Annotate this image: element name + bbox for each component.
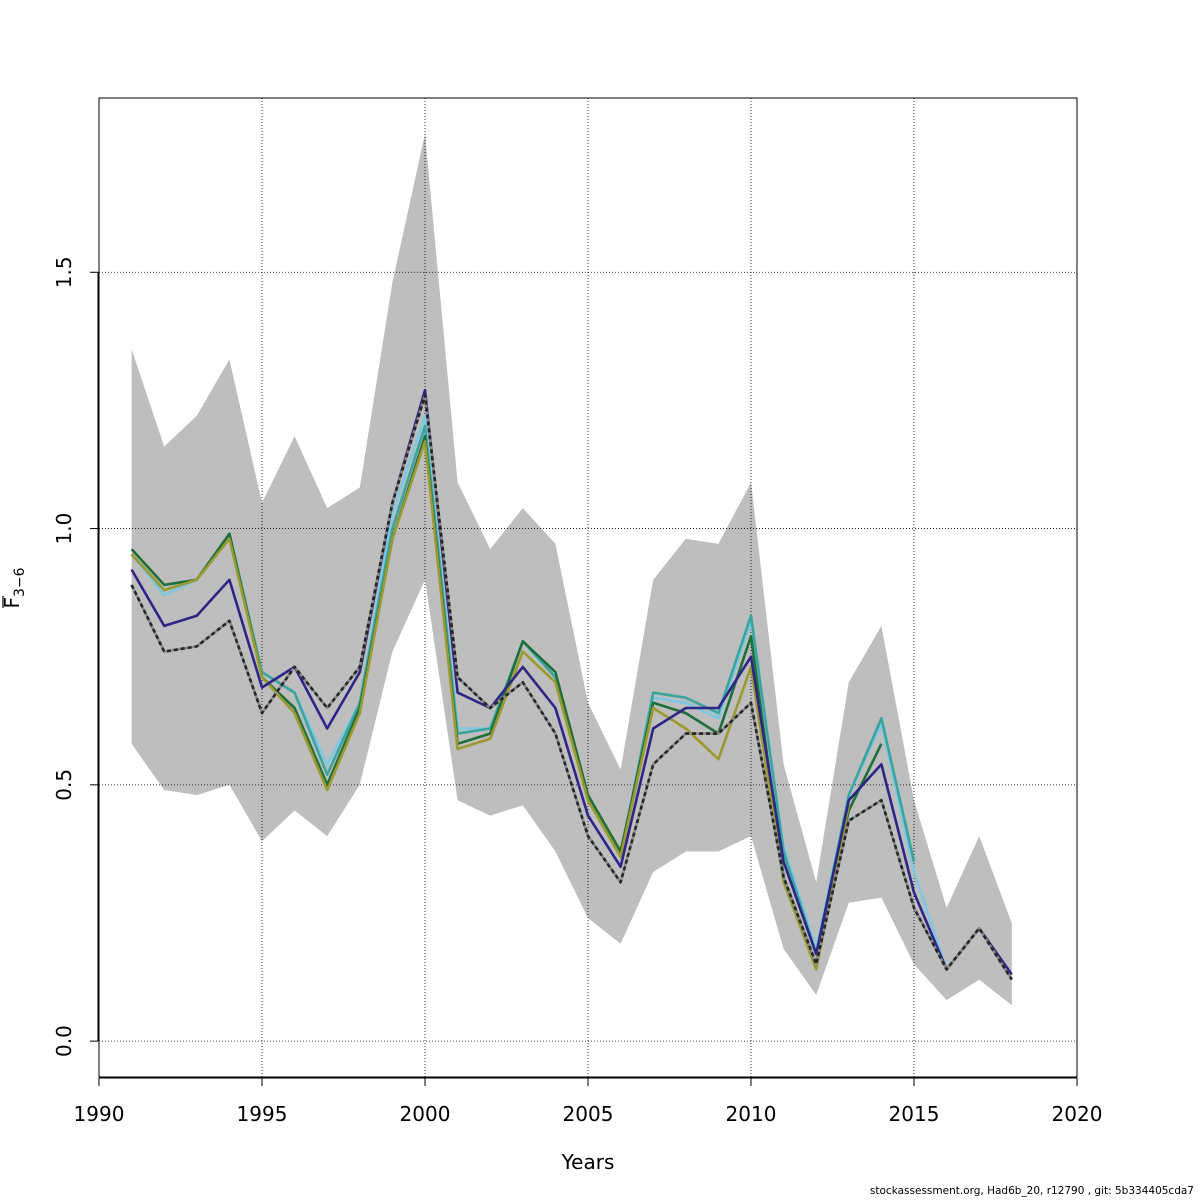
svg-text:F3−6: F3−6	[0, 567, 28, 608]
x-tick-label: 1995	[237, 1102, 288, 1126]
y-axis-title-subscript: 3−6	[12, 567, 28, 597]
x-tick-label: 2000	[400, 1102, 451, 1126]
y-axis-title: F	[0, 597, 24, 609]
x-axis: 1990 1995 2000 2005 2010 2015 2020	[74, 1077, 1103, 1126]
plot-frame	[98, 97, 1078, 1078]
x-tick-label: 2005	[563, 1102, 614, 1126]
x-tick-label: 2020	[1052, 1102, 1103, 1126]
footer-credit: stockassessment.org, Had6b_20, r12790 , …	[869, 1185, 1194, 1197]
series-line-4	[130, 440, 851, 971]
x-axis-title: Years	[561, 1150, 615, 1174]
y-tick-label: 0.5	[52, 769, 76, 801]
series-lines	[130, 388, 1013, 981]
y-tick-label: 0.0	[52, 1025, 76, 1057]
y-axis-title-group: F3−6	[0, 567, 28, 608]
confidence-band-area	[131, 133, 1012, 1006]
series-line-5	[130, 388, 1013, 976]
y-tick-label: 1.5	[52, 256, 76, 288]
y-axis: 0.0 0.5 1.0 1.5	[52, 256, 99, 1057]
x-tick-label: 2010	[726, 1102, 777, 1126]
x-tick-label: 1990	[74, 1102, 125, 1126]
x-tick-label: 2015	[889, 1102, 940, 1126]
y-tick-label: 1.0	[52, 513, 76, 545]
confidence-band	[131, 133, 1012, 1006]
series-line-6	[130, 393, 1013, 981]
